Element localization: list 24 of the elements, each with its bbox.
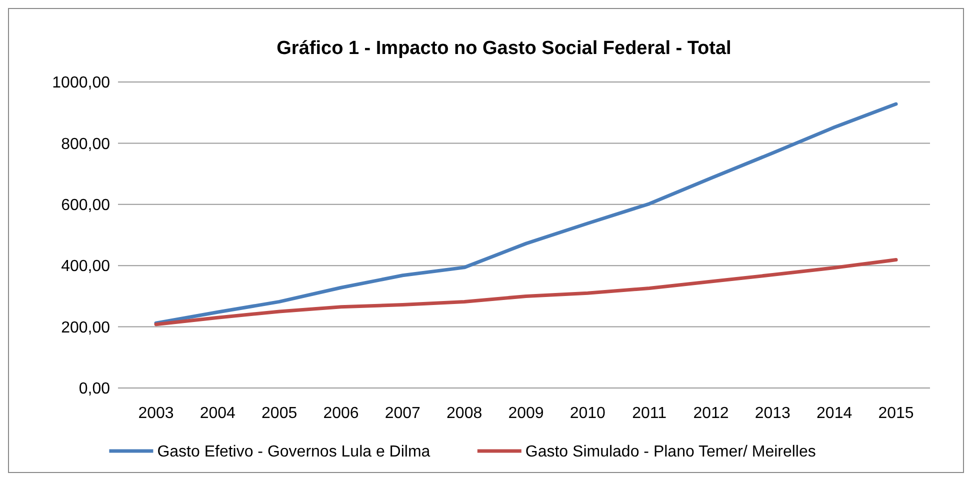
x-tick-label: 2003	[138, 405, 174, 422]
line-series	[154, 258, 898, 326]
legend-label: Gasto Efetivo - Governos Lula e Dilma	[157, 444, 430, 461]
y-tick-label: 1000,00	[52, 74, 110, 92]
x-tick-label: 2007	[384, 405, 421, 422]
x-tick-label: 2008	[446, 405, 482, 422]
x-tick-label: 2015	[878, 405, 914, 422]
chart-title: Gráfico 1 - Impacto no Gasto Social Federal - Total	[276, 38, 732, 59]
y-tick-label: 400,00	[61, 258, 110, 276]
x-tick-label: 2006	[323, 405, 359, 422]
x-tick-label: 2014	[816, 405, 852, 422]
x-tick-label: 2009	[508, 405, 544, 422]
y-tick-label: 600,00	[61, 197, 110, 214]
x-tick-label: 2013	[754, 405, 791, 422]
y-tick-label: 800,00	[61, 136, 110, 153]
x-tick-label: 2012	[693, 405, 729, 422]
x-tick-label: 2004	[200, 405, 236, 422]
y-tick-label: 0,00	[78, 380, 110, 398]
y-tick-label: 200,00	[61, 319, 110, 336]
x-tick-label: 2005	[262, 405, 298, 422]
legend-label: Gasto Simulado - Plano Temer/ Meirelles	[525, 444, 816, 461]
x-tick-label: 2011	[632, 405, 667, 422]
x-tick-label: 2010	[570, 405, 606, 422]
line-series	[154, 102, 898, 325]
